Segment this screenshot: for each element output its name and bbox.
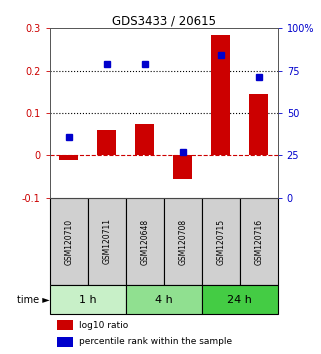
Bar xyxy=(97,130,116,155)
Text: GSM120710: GSM120710 xyxy=(64,218,73,264)
Bar xyxy=(164,198,202,285)
Bar xyxy=(88,198,126,285)
Bar xyxy=(211,35,230,155)
Bar xyxy=(135,124,154,155)
Text: 24 h: 24 h xyxy=(227,295,252,304)
Bar xyxy=(240,198,278,285)
Bar xyxy=(202,285,278,314)
Text: GSM120648: GSM120648 xyxy=(140,218,149,264)
Bar xyxy=(50,198,88,285)
Bar xyxy=(50,285,126,314)
Text: log10 ratio: log10 ratio xyxy=(79,321,129,330)
Bar xyxy=(249,94,268,155)
Bar xyxy=(126,285,202,314)
Bar xyxy=(202,198,240,285)
Text: 4 h: 4 h xyxy=(155,295,173,304)
Text: percentile rank within the sample: percentile rank within the sample xyxy=(79,337,232,346)
Text: GSM120708: GSM120708 xyxy=(178,218,187,264)
Bar xyxy=(126,198,164,285)
Text: GSM120711: GSM120711 xyxy=(102,218,111,264)
Text: 1 h: 1 h xyxy=(79,295,97,304)
Bar xyxy=(59,155,78,160)
Bar xyxy=(56,320,73,331)
Text: time ►: time ► xyxy=(17,295,50,304)
Bar xyxy=(56,337,73,347)
Bar xyxy=(173,155,192,179)
Text: GSM120716: GSM120716 xyxy=(254,218,263,264)
Title: GDS3433 / 20615: GDS3433 / 20615 xyxy=(112,14,216,27)
Text: GSM120715: GSM120715 xyxy=(216,218,225,264)
